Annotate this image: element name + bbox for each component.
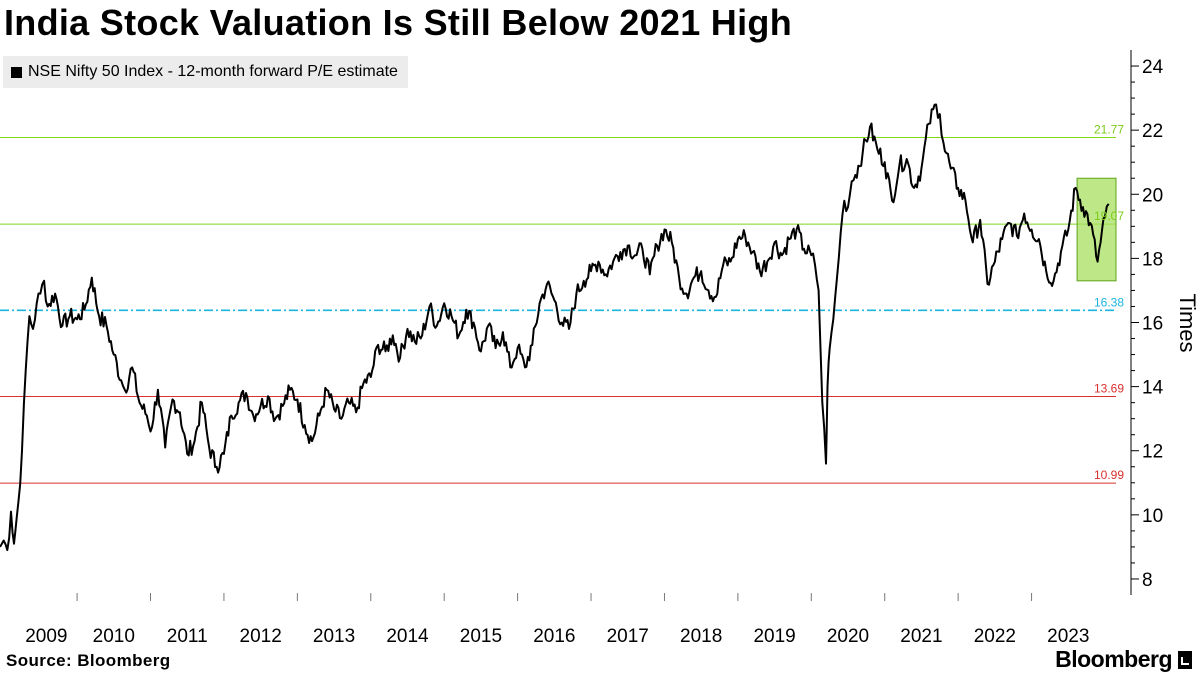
x-axis: 2009 2010 2011 2012 2013 2014 2015 2016 2017 2018… bbox=[25, 593, 1089, 647]
upper-green-line-label: 21.77 bbox=[1094, 123, 1124, 137]
source-note: Source: Bloomberg bbox=[6, 651, 171, 670]
mean-blue-line-label: 16.38 bbox=[1094, 295, 1124, 309]
y-tick-label-14: 14 bbox=[1142, 378, 1164, 399]
x-tick-label-2017: 2017 bbox=[607, 626, 649, 647]
x-tick-label-2012: 2012 bbox=[240, 626, 282, 647]
y-tick-label-8: 8 bbox=[1142, 570, 1153, 591]
y-tick-label-20: 20 bbox=[1142, 185, 1163, 206]
y-tick-label-22: 22 bbox=[1142, 121, 1163, 142]
reference-labels: 21.77 19.07 16.38 13.69 10.99 bbox=[1094, 123, 1124, 483]
upper-red-line-label: 13.69 bbox=[1094, 382, 1124, 396]
x-tick-label-2016: 2016 bbox=[533, 626, 575, 647]
x-tick-label-2023: 2023 bbox=[1047, 626, 1089, 647]
y-tick-label-10: 10 bbox=[1142, 506, 1163, 527]
x-tick-label-2022: 2022 bbox=[974, 626, 1016, 647]
y-tick-label-16: 16 bbox=[1142, 314, 1163, 335]
brand-logo: Bloomberg bbox=[1055, 646, 1192, 673]
x-tick-label-2020: 2020 bbox=[827, 626, 869, 647]
x-tick-label-2009: 2009 bbox=[25, 626, 67, 647]
brand-mark-icon bbox=[1178, 650, 1192, 669]
series-layer bbox=[0, 103, 1110, 552]
x-tick-label-2019: 2019 bbox=[753, 626, 795, 647]
legend: NSE Nifty 50 Index - 12-month forward P/… bbox=[3, 56, 408, 88]
brand-name: Bloomberg bbox=[1055, 646, 1172, 672]
page-title: India Stock Valuation Is Still Below 202… bbox=[4, 2, 792, 43]
x-tick-label-2014: 2014 bbox=[386, 626, 429, 647]
y-tick-label-12: 12 bbox=[1142, 442, 1163, 463]
x-tick-label-2015: 2015 bbox=[460, 626, 502, 647]
highlight-box bbox=[1076, 177, 1117, 282]
pe-series-line bbox=[0, 103, 1110, 552]
x-tick-label-2021: 2021 bbox=[900, 626, 942, 647]
x-tick-label-2011: 2011 bbox=[167, 626, 208, 647]
mid-green-line-label: 19.07 bbox=[1094, 209, 1124, 223]
y-axis-label: Times bbox=[1175, 293, 1200, 352]
y-tick-label-24: 24 bbox=[1142, 57, 1164, 78]
y-axis: 8 10 12 14 16 18 20 22 24 bbox=[1130, 50, 1164, 595]
legend-swatch bbox=[11, 66, 22, 78]
highlight-layer bbox=[1076, 177, 1117, 282]
x-tick-label-2010: 2010 bbox=[93, 626, 135, 647]
y-tick-label-18: 18 bbox=[1142, 249, 1163, 270]
legend-label: NSE Nifty 50 Index - 12-month forward P/… bbox=[28, 63, 398, 80]
x-tick-label-2013: 2013 bbox=[313, 626, 355, 647]
x-tick-label-2018: 2018 bbox=[680, 626, 722, 647]
lower-red-line-label: 10.99 bbox=[1094, 468, 1124, 482]
